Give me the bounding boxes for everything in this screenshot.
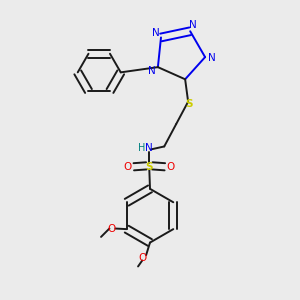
Text: N: N — [146, 143, 153, 153]
Text: S: S — [146, 162, 153, 172]
Text: H: H — [138, 143, 145, 153]
Text: N: N — [189, 20, 197, 30]
Text: O: O — [139, 253, 147, 263]
Text: S: S — [186, 99, 193, 109]
Text: N: N — [208, 53, 216, 63]
Text: O: O — [124, 162, 132, 172]
Text: O: O — [167, 162, 175, 172]
Text: O: O — [107, 224, 115, 233]
Text: N: N — [152, 28, 160, 38]
Text: N: N — [148, 66, 155, 76]
